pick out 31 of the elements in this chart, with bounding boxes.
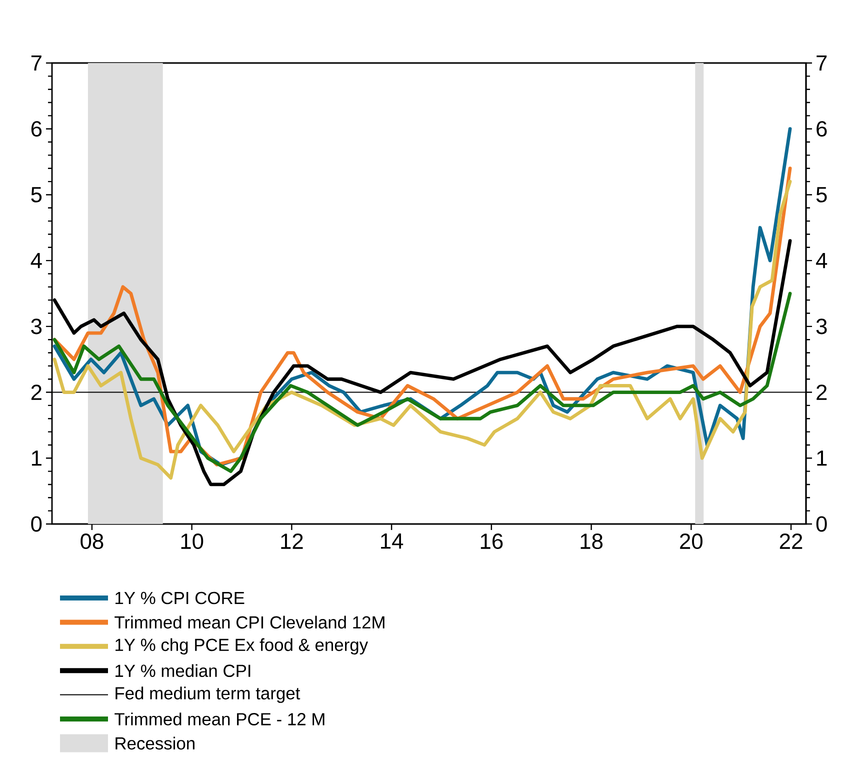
y2-tick-label: 5 [31, 187, 42, 202]
legend-label: 1Y % chg PCE Ex food & energy [116, 638, 368, 655]
legend-label: 1Y % median CPI [116, 664, 250, 677]
y2-tick-label: 0 [31, 516, 42, 532]
y2-tick-label: 7 [31, 55, 42, 71]
y-tick-label: 0 [816, 516, 827, 532]
legend-label: 1Y % CPI CORE [116, 592, 244, 604]
y-tick-label: 2 [816, 384, 827, 400]
legend-label: Fed medium term target [116, 686, 300, 703]
y2-tick-label: 2 [31, 384, 42, 400]
y2-tick-label: 3 [31, 318, 42, 334]
x-tick-label: 14 [381, 534, 404, 549]
x-tick-label: 12 [281, 534, 303, 549]
x-tick-label: 20 [680, 534, 702, 550]
x-tick-label: 08 [80, 534, 104, 550]
x-tick-label: 22 [780, 534, 802, 549]
x-tick-label: 10 [181, 534, 204, 550]
legend-label: Trimmed mean CPI Cleveland 12M [114, 616, 384, 629]
x-tick-label: 18 [580, 534, 603, 550]
y-tick-label: 7 [816, 55, 827, 71]
y-tick-label: 4 [816, 253, 828, 268]
y-tick-label: 5 [816, 187, 827, 202]
y-tick-label: 6 [816, 121, 827, 137]
legend-label: Trimmed mean PCE - 12 M [114, 712, 324, 726]
y2-tick-label: 6 [31, 121, 42, 137]
x-tick-label: 16 [480, 534, 503, 550]
y-tick-label: 1 [817, 450, 827, 466]
y2-tick-label: 1 [32, 450, 42, 466]
legend-label: Recession [116, 736, 194, 750]
y-tick-label: 3 [816, 318, 827, 334]
y2-tick-label: 4 [30, 253, 42, 268]
